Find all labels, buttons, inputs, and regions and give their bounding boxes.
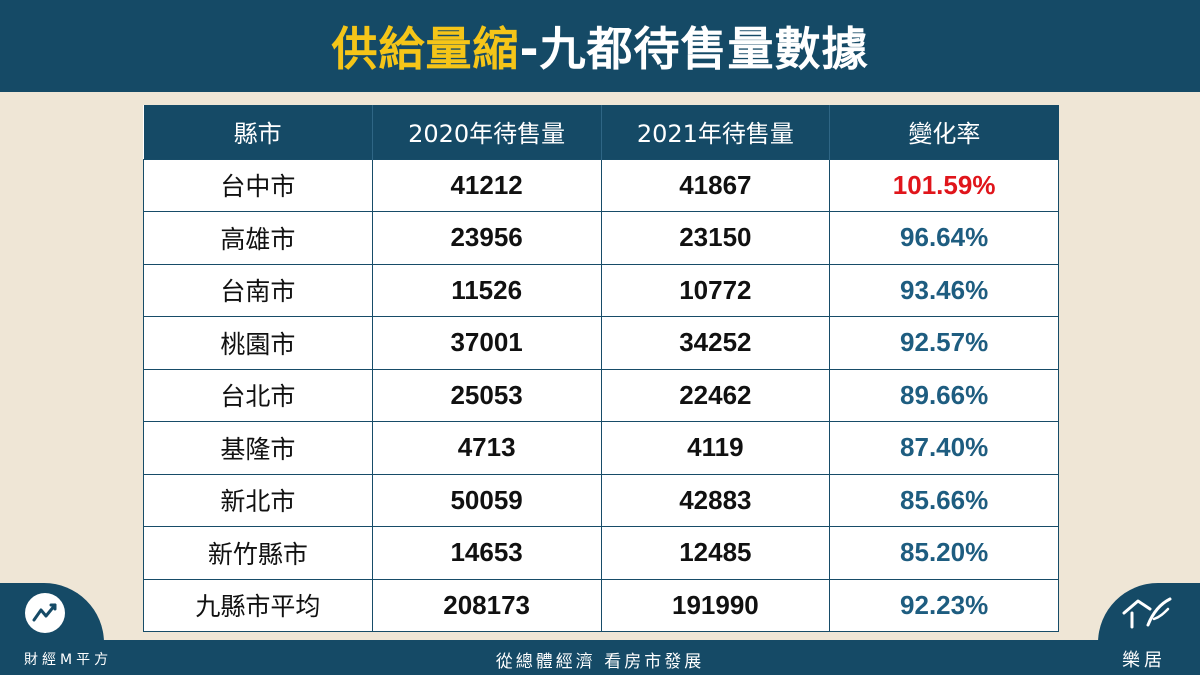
table-row: 台中市 41212 41867 101.59% xyxy=(143,158,1059,212)
column-header-city: 縣市 xyxy=(143,105,373,159)
city-cell: 九縣市平均 xyxy=(143,578,373,632)
inventory-table-container: 縣市 2020年待售量 2021年待售量 變化率 台中市 41212 41867… xyxy=(143,105,1059,632)
inventory-2020-cell: 208173 xyxy=(371,578,602,632)
title-rest: -九都待售量數據 xyxy=(519,22,869,76)
inventory-2020-cell: 14653 xyxy=(371,526,602,580)
inventory-2020-cell: 23956 xyxy=(371,211,602,265)
table-row: 基隆市 4713 4119 87.40% xyxy=(143,421,1059,475)
footer-brand-left: 財經M平方 xyxy=(24,652,113,668)
header-bar: 供給量縮-九都待售量數據 xyxy=(0,0,1200,92)
city-cell: 新竹縣市 xyxy=(143,526,373,580)
inventory-2021-cell: 191990 xyxy=(600,578,831,632)
city-cell: 台南市 xyxy=(143,263,373,317)
footer-bar: 財經M平方 從總體經濟 看房市發展 xyxy=(0,640,1200,675)
inventory-2020-cell: 11526 xyxy=(371,263,602,317)
table-row: 桃園市 37001 34252 92.57% xyxy=(143,316,1059,370)
inventory-2021-cell: 4119 xyxy=(600,421,831,475)
city-cell: 台北市 xyxy=(143,368,373,422)
table-row-average: 九縣市平均 208173 191990 92.23% xyxy=(143,578,1059,632)
city-cell: 台中市 xyxy=(143,158,373,212)
inventory-table: 縣市 2020年待售量 2021年待售量 變化率 台中市 41212 41867… xyxy=(143,105,1059,632)
table-header-row: 縣市 2020年待售量 2021年待售量 變化率 xyxy=(143,105,1059,159)
change-rate-cell: 101.59% xyxy=(829,158,1059,212)
inventory-2021-cell: 34252 xyxy=(600,316,831,370)
change-rate-cell: 85.66% xyxy=(829,473,1059,527)
footer-slogan: 從總體經濟 看房市發展 xyxy=(495,652,705,672)
column-header-rate: 變化率 xyxy=(829,105,1059,159)
change-rate-cell: 96.64% xyxy=(829,211,1059,265)
table-row: 高雄市 23956 23150 96.64% xyxy=(143,211,1059,265)
change-rate-cell: 85.20% xyxy=(829,526,1059,580)
city-cell: 新北市 xyxy=(143,473,373,527)
change-rate-cell: 93.46% xyxy=(829,263,1059,317)
change-rate-cell: 89.66% xyxy=(829,368,1059,422)
title-accent: 供給量縮 xyxy=(331,22,520,76)
table-row: 新北市 50059 42883 85.66% xyxy=(143,473,1059,527)
left-logo-badge xyxy=(0,583,104,643)
rising-chart-icon xyxy=(25,593,65,633)
page-title: 供給量縮-九都待售量數據 xyxy=(331,13,868,79)
inventory-2020-cell: 37001 xyxy=(371,316,602,370)
house-pen-logo-icon xyxy=(1118,591,1178,637)
inventory-2021-cell: 22462 xyxy=(600,368,831,422)
right-logo-badge xyxy=(1098,583,1200,643)
inventory-2021-cell: 23150 xyxy=(600,211,831,265)
inventory-2020-cell: 25053 xyxy=(371,368,602,422)
inventory-2020-cell: 50059 xyxy=(371,473,602,527)
city-cell: 基隆市 xyxy=(143,421,373,475)
inventory-2021-cell: 42883 xyxy=(600,473,831,527)
city-cell: 高雄市 xyxy=(143,211,373,265)
footer-brand-right: 樂居 xyxy=(1122,650,1166,671)
change-rate-cell: 87.40% xyxy=(829,421,1059,475)
city-cell: 桃園市 xyxy=(143,316,373,370)
inventory-2020-cell: 4713 xyxy=(371,421,602,475)
inventory-2021-cell: 10772 xyxy=(600,263,831,317)
inventory-2021-cell: 12485 xyxy=(600,526,831,580)
table-row: 台北市 25053 22462 89.66% xyxy=(143,368,1059,422)
change-rate-cell: 92.23% xyxy=(829,578,1059,632)
inventory-2021-cell: 41867 xyxy=(600,158,831,212)
column-header-2020: 2020年待售量 xyxy=(372,105,602,159)
table-row: 台南市 11526 10772 93.46% xyxy=(143,263,1059,317)
change-rate-cell: 92.57% xyxy=(829,316,1059,370)
table-row: 新竹縣市 14653 12485 85.20% xyxy=(143,526,1059,580)
inventory-2020-cell: 41212 xyxy=(371,158,602,212)
column-header-2021: 2021年待售量 xyxy=(601,105,831,159)
